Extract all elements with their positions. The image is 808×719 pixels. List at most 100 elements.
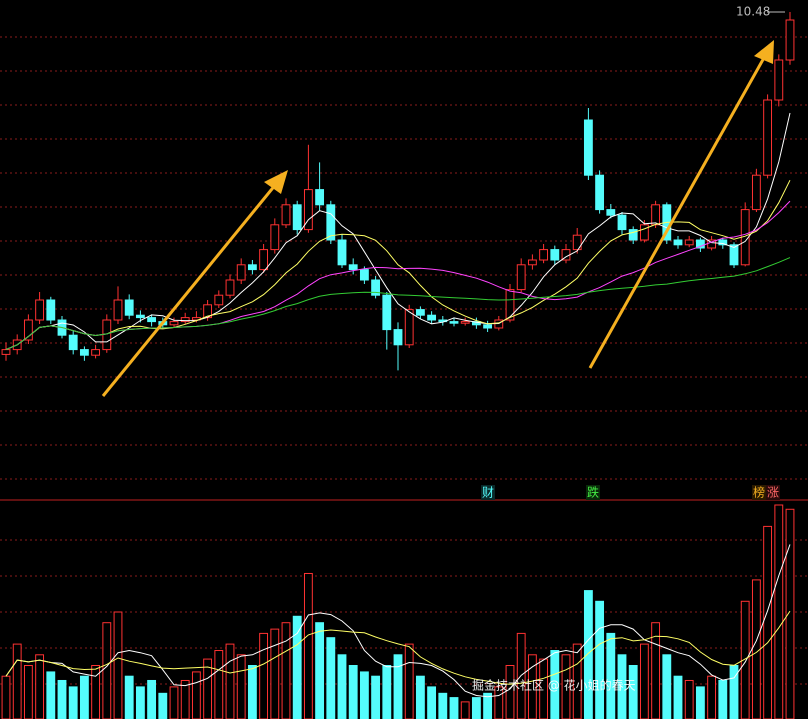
volume-bar — [236, 654, 246, 719]
volume-bar — [707, 675, 717, 719]
volume-bar — [763, 525, 773, 719]
candle-body — [270, 224, 280, 251]
volume-bar — [124, 675, 134, 719]
candle-body — [315, 189, 325, 206]
volume-bar — [505, 665, 515, 719]
volume-bar — [595, 600, 605, 719]
candle-body — [79, 349, 89, 356]
volume-bar — [46, 671, 56, 719]
volume-bar — [68, 686, 78, 719]
candle-body — [371, 279, 381, 296]
candle-body — [180, 317, 190, 323]
volume-bar — [303, 572, 313, 719]
candle-body — [337, 239, 347, 266]
volume-bar — [382, 665, 392, 719]
volume-bar — [57, 679, 67, 719]
arrow — [101, 183, 278, 397]
candle-body — [527, 259, 537, 266]
volume-bar — [158, 692, 168, 719]
volume-bar — [35, 654, 45, 719]
volume-bar — [774, 504, 784, 719]
volume-bar — [606, 632, 616, 719]
plot — [1, 12, 795, 719]
candle-body — [639, 224, 649, 241]
volume-bar — [281, 622, 291, 719]
volume-bar — [516, 632, 526, 719]
signal-box — [752, 485, 766, 500]
volume-average — [5, 610, 791, 685]
candle-body — [281, 204, 291, 226]
candle-body — [225, 279, 235, 296]
candle-body — [617, 214, 627, 231]
candle-body — [259, 249, 269, 271]
volume-bar — [270, 628, 280, 719]
candle-body — [505, 289, 515, 321]
signal: 财 — [482, 486, 494, 500]
volume-bar — [684, 679, 694, 719]
candle-body — [460, 321, 470, 324]
candle-body — [550, 249, 560, 261]
signal-box — [766, 485, 780, 500]
candle-body — [684, 239, 694, 246]
candle-body — [348, 264, 358, 271]
volume-bar — [1, 675, 11, 719]
volume-bar — [315, 622, 325, 719]
candle-body — [236, 264, 246, 281]
candle-body — [785, 19, 795, 61]
candle-body — [763, 99, 773, 176]
volume-bar — [326, 637, 336, 719]
candle-body — [449, 321, 459, 324]
volume-bar — [438, 692, 448, 719]
candle-body — [404, 309, 414, 346]
candle-body — [539, 249, 549, 261]
volume-bar — [102, 622, 112, 719]
volume-bar — [718, 679, 728, 719]
volume-bar — [371, 675, 381, 719]
volume-bar — [79, 675, 89, 719]
volume-bar — [337, 654, 347, 719]
candle-body — [135, 314, 145, 319]
candle-body — [628, 229, 638, 241]
volume-bar — [169, 686, 179, 719]
candle-body — [359, 269, 369, 281]
volume-bar — [662, 654, 672, 719]
signal-box — [586, 485, 600, 500]
arrow-head — [264, 170, 288, 194]
candle-body — [91, 349, 101, 356]
candle-body — [23, 319, 33, 341]
volume-bar — [91, 665, 101, 719]
volume-bar — [494, 686, 504, 719]
moving-average — [5, 257, 791, 351]
volume-bar — [191, 671, 201, 719]
candle-body — [483, 324, 493, 329]
volume-bar — [427, 686, 437, 719]
signal-box — [481, 485, 495, 500]
trend-arrows — [101, 40, 774, 397]
volume-bar — [348, 665, 358, 719]
signal: 榜 — [753, 485, 765, 500]
volume-bar — [583, 590, 593, 719]
moving-average — [5, 179, 791, 351]
candle-body — [651, 204, 661, 226]
volume-bar — [404, 643, 414, 719]
candle-body — [147, 317, 157, 323]
candle-body — [393, 329, 403, 346]
candle-body — [326, 204, 336, 241]
candle-body — [113, 299, 123, 321]
volume-bar — [292, 615, 302, 719]
candle-body — [595, 174, 605, 211]
arrow — [588, 55, 767, 369]
volume-bar — [639, 643, 649, 719]
volume-bar — [259, 632, 269, 719]
volume-bar — [483, 692, 493, 719]
candle-body — [673, 239, 683, 246]
signal: 涨 — [767, 485, 779, 500]
candle-body — [572, 234, 582, 251]
volume-bar — [651, 622, 661, 719]
candle-body — [169, 321, 179, 326]
candle-body — [718, 239, 728, 246]
candle-body — [751, 174, 761, 211]
candle-body — [214, 294, 224, 306]
